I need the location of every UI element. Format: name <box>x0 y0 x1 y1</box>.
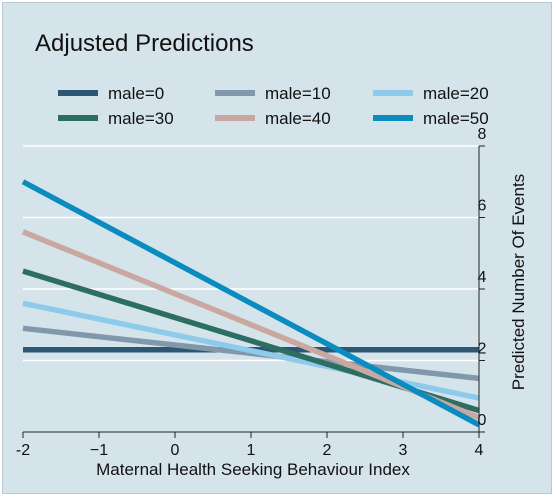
legend-label: male=10 <box>265 84 331 103</box>
y-tick-label: 8 <box>478 126 487 143</box>
y-tick-label: 4 <box>478 269 487 286</box>
chart-frame: 0 2 4 6 8 -2 −1 0 1 2 3 4 male=0 male=10 male=20 male=… <box>2 2 552 494</box>
y-axis-label: Predicted Number Of Events <box>509 174 528 390</box>
x-tick-label: −1 <box>90 442 108 459</box>
legend-label: male=30 <box>108 109 174 128</box>
x-tick-label: 4 <box>475 442 484 459</box>
x-tick-label: 0 <box>171 442 180 459</box>
series-line-male-50 <box>21 179 481 428</box>
legend-label: male=40 <box>265 109 331 128</box>
line-chart: 0 2 4 6 8 -2 −1 0 1 2 3 4 male=0 male=10 male=20 male=… <box>16 30 528 479</box>
legend-label: male=50 <box>423 109 489 128</box>
x-tick-label: 1 <box>247 442 256 459</box>
x-tick-label: 2 <box>323 442 332 459</box>
y-tick-label: 6 <box>478 198 487 215</box>
x-tick-label: -2 <box>16 442 30 459</box>
legend-label: male=0 <box>108 84 164 103</box>
y-tick-label: 0 <box>478 412 487 429</box>
x-axis-label: Maternal Health Seeking Behaviour Index <box>96 460 410 479</box>
legend-label: male=20 <box>423 84 489 103</box>
x-tick-label: 3 <box>399 442 408 459</box>
chart-title: Adjusted Predictions <box>35 30 254 57</box>
y-tick-label: 2 <box>478 341 487 358</box>
